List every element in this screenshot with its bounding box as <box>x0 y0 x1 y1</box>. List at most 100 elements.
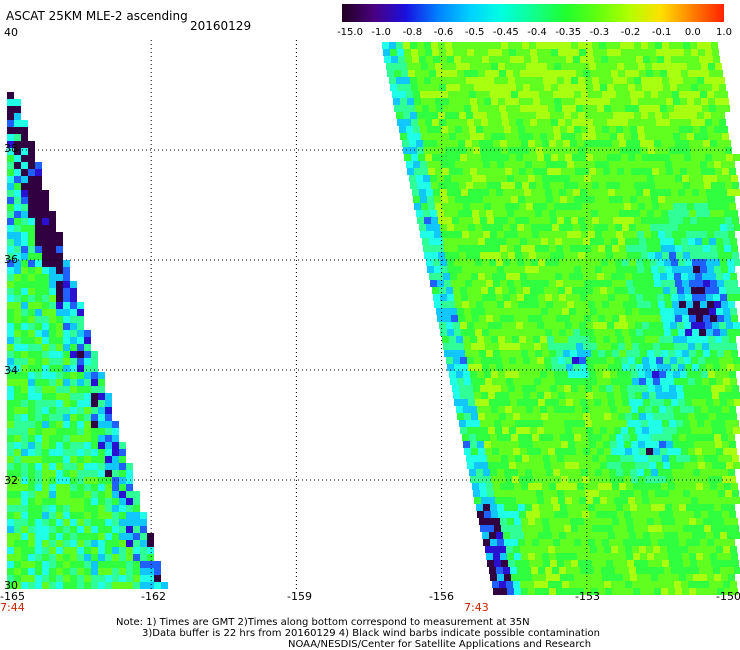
swath-cell <box>91 512 98 519</box>
swath-cell <box>561 406 568 413</box>
swath-cell <box>14 134 21 141</box>
swath-cell <box>554 203 561 210</box>
swath-cell <box>664 329 671 336</box>
swath-cell <box>91 575 98 582</box>
swath-cell <box>70 323 77 330</box>
swath-cell <box>56 470 63 477</box>
swath-cell <box>14 239 21 246</box>
swath-cell <box>483 434 490 441</box>
swath-cell <box>544 287 551 294</box>
swath-cell <box>512 511 519 518</box>
swath-cell <box>645 371 652 378</box>
swath-cell <box>515 525 522 532</box>
swath-cell <box>28 484 35 491</box>
swath-cell <box>518 91 525 98</box>
swath-cell <box>731 518 738 525</box>
swath-cell <box>63 533 70 540</box>
swath-cell <box>105 414 112 421</box>
swath-cell <box>530 462 537 469</box>
swath-left <box>7 92 168 589</box>
swath-cell <box>733 357 740 364</box>
swath-cell <box>522 525 529 532</box>
swath-cell <box>91 491 98 498</box>
swath-cell <box>481 497 488 504</box>
swath-cell <box>465 315 472 322</box>
swath-cell <box>581 574 588 581</box>
swath-cell <box>651 231 658 238</box>
swath-cell <box>630 91 637 98</box>
swath-cell <box>49 211 56 218</box>
swath-cell <box>626 588 633 595</box>
swath-cell <box>732 252 739 259</box>
swath-cell <box>719 154 726 161</box>
swath-cell <box>637 126 644 133</box>
swath-cell <box>685 399 692 406</box>
swath-cell <box>584 483 591 490</box>
swath-cell <box>672 301 679 308</box>
swath-cell <box>708 203 715 210</box>
swath-cell <box>684 154 691 161</box>
swath-cell <box>536 252 543 259</box>
swath-cell <box>702 238 709 245</box>
swath-cell <box>515 420 522 427</box>
swath-cell <box>612 245 619 252</box>
swath-cell <box>609 539 616 546</box>
swath-cell <box>665 434 672 441</box>
swath-cell <box>472 315 479 322</box>
swath-cell <box>652 511 659 518</box>
swath-cell <box>555 105 562 112</box>
swath-cell <box>593 119 600 126</box>
swath-cell <box>42 393 49 400</box>
swath-cell <box>21 456 28 463</box>
swath-cell <box>568 476 575 483</box>
swath-cell <box>690 455 697 462</box>
swath-cell <box>14 162 21 169</box>
swath-cell <box>573 224 580 231</box>
swath-cell <box>728 231 735 238</box>
swath-cell <box>734 329 740 336</box>
swath-cell <box>706 532 713 539</box>
swath-cell <box>582 336 589 343</box>
swath-cell <box>7 582 14 589</box>
swath-cell <box>519 133 526 140</box>
swath-cell <box>623 126 630 133</box>
swath-cell <box>84 582 91 589</box>
swath-cell <box>619 350 626 357</box>
swath-cell <box>28 309 35 316</box>
swath-cell <box>477 511 484 518</box>
swath-cell <box>539 434 546 441</box>
swath-cell <box>56 267 63 274</box>
swath-cell <box>502 392 509 399</box>
swath-cell <box>724 588 731 595</box>
swath-cell <box>536 525 543 532</box>
swath-cell <box>523 357 530 364</box>
swath-cell <box>420 126 427 133</box>
swath-cell <box>463 63 470 70</box>
swath-cell <box>605 315 612 322</box>
swath-cell <box>630 469 637 476</box>
swath-cell <box>418 154 425 161</box>
swath-cell <box>28 568 35 575</box>
swath-cell <box>49 519 56 526</box>
swath-cell <box>63 316 70 323</box>
swath-cell <box>482 532 489 539</box>
swath-cell <box>449 63 456 70</box>
swath-cell <box>633 280 640 287</box>
swath-cell <box>98 484 105 491</box>
swath-cell <box>544 357 551 364</box>
swath-cell <box>692 364 699 371</box>
swath-cell <box>435 168 442 175</box>
swath-cell <box>576 238 583 245</box>
swath-cell <box>436 70 443 77</box>
swath-cell <box>500 350 507 357</box>
swath-cell <box>475 399 482 406</box>
swath-cell <box>405 56 412 63</box>
swath-cell <box>7 92 14 99</box>
swath-cell <box>644 196 651 203</box>
swath-cell <box>723 343 730 350</box>
swath-cell <box>728 196 735 203</box>
swath-cell <box>35 414 42 421</box>
swath-cell <box>475 294 482 301</box>
swath-cell <box>514 518 521 525</box>
swath-cell <box>513 546 520 553</box>
